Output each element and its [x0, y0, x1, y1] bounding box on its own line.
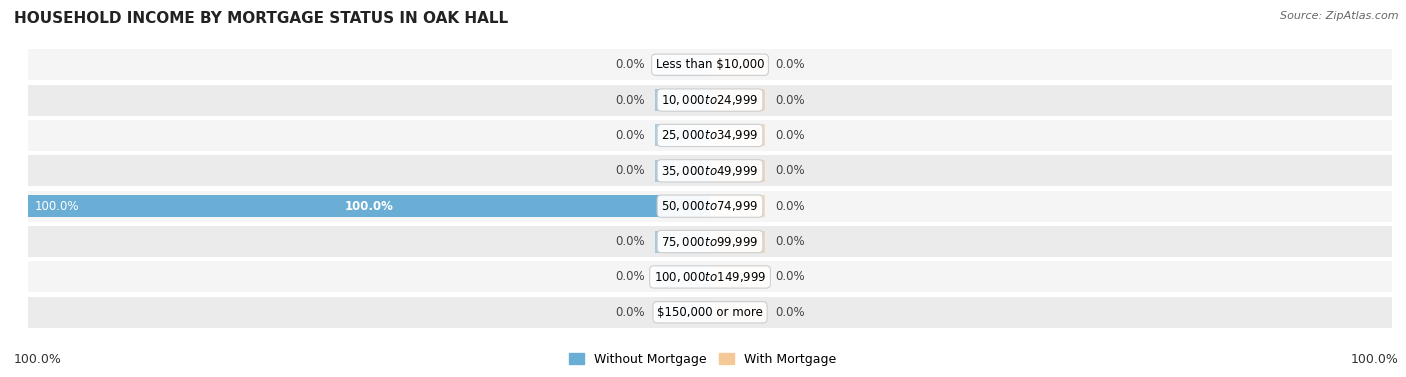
Bar — [28, 155, 1392, 186]
Text: 100.0%: 100.0% — [14, 353, 62, 366]
Bar — [28, 84, 1392, 116]
Text: $100,000 to $149,999: $100,000 to $149,999 — [654, 270, 766, 284]
Text: 0.0%: 0.0% — [616, 93, 645, 107]
Bar — [710, 124, 765, 146]
Text: $10,000 to $24,999: $10,000 to $24,999 — [661, 93, 759, 107]
Text: Source: ZipAtlas.com: Source: ZipAtlas.com — [1281, 11, 1399, 21]
Bar — [710, 160, 765, 182]
Bar — [710, 195, 765, 217]
Text: 0.0%: 0.0% — [616, 270, 645, 284]
Bar — [655, 231, 710, 253]
Bar — [28, 297, 1392, 328]
Bar — [710, 301, 765, 323]
Bar — [28, 120, 1392, 151]
Bar — [655, 54, 710, 76]
Bar — [655, 89, 710, 111]
Text: 0.0%: 0.0% — [775, 129, 804, 142]
Bar — [28, 226, 1392, 257]
Text: 0.0%: 0.0% — [616, 58, 645, 71]
Text: 0.0%: 0.0% — [616, 306, 645, 319]
Text: 100.0%: 100.0% — [344, 200, 394, 213]
Legend: Without Mortgage, With Mortgage: Without Mortgage, With Mortgage — [564, 348, 842, 371]
Text: 100.0%: 100.0% — [1351, 353, 1399, 366]
Text: 0.0%: 0.0% — [775, 306, 804, 319]
Text: 0.0%: 0.0% — [775, 270, 804, 284]
Bar — [710, 54, 765, 76]
Bar — [710, 266, 765, 288]
Text: $25,000 to $34,999: $25,000 to $34,999 — [661, 129, 759, 143]
Text: $50,000 to $74,999: $50,000 to $74,999 — [661, 199, 759, 213]
Text: 0.0%: 0.0% — [616, 235, 645, 248]
Text: 0.0%: 0.0% — [775, 200, 804, 213]
Text: 0.0%: 0.0% — [616, 164, 645, 177]
Bar — [28, 195, 710, 217]
Text: $75,000 to $99,999: $75,000 to $99,999 — [661, 234, 759, 248]
Text: $150,000 or more: $150,000 or more — [657, 306, 763, 319]
Text: 0.0%: 0.0% — [775, 58, 804, 71]
Text: HOUSEHOLD INCOME BY MORTGAGE STATUS IN OAK HALL: HOUSEHOLD INCOME BY MORTGAGE STATUS IN O… — [14, 11, 508, 26]
Bar — [655, 266, 710, 288]
Bar — [28, 49, 1392, 80]
Bar — [655, 301, 710, 323]
Text: 0.0%: 0.0% — [775, 93, 804, 107]
Text: 0.0%: 0.0% — [775, 164, 804, 177]
Text: $35,000 to $49,999: $35,000 to $49,999 — [661, 164, 759, 178]
Text: 100.0%: 100.0% — [35, 200, 80, 213]
Text: 0.0%: 0.0% — [775, 235, 804, 248]
Bar — [710, 231, 765, 253]
Text: 0.0%: 0.0% — [616, 129, 645, 142]
Bar — [710, 89, 765, 111]
Bar — [655, 160, 710, 182]
Text: Less than $10,000: Less than $10,000 — [655, 58, 765, 71]
Bar — [28, 261, 1392, 293]
Bar — [655, 124, 710, 146]
Bar — [28, 191, 1392, 222]
